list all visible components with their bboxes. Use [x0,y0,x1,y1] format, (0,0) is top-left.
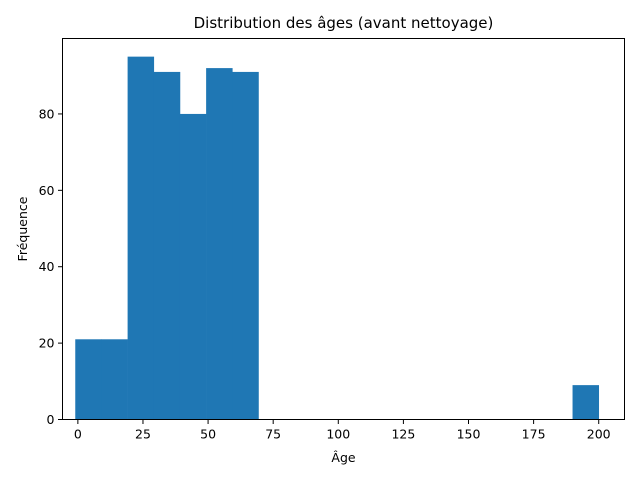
y-tick-label: 0 [47,412,55,427]
histogram-bar-5 [206,68,233,420]
x-axis-label: Âge [331,450,355,465]
y-tick-label: 40 [39,259,55,274]
x-tick-label: 125 [391,427,415,442]
y-tick-label: 60 [39,183,55,198]
histogram-bars [75,56,600,420]
x-tick-label: 200 [587,427,611,442]
histogram-bar-4 [179,113,207,420]
x-tick-label: 175 [522,427,546,442]
histogram-bar-6 [232,71,259,420]
chart-title: Distribution des âges (avant nettoyage) [194,14,494,32]
y-tick-label: 80 [39,106,55,121]
histogram-bar-3 [153,71,181,420]
histogram-bar-2 [127,56,155,420]
histogram-bar-0 [75,339,102,420]
x-tick-label: 100 [326,427,350,442]
plot-frame [62,38,625,420]
y-tick-label: 20 [39,336,55,351]
histogram-bar-19 [572,385,600,420]
x-axis-ticks: 0 25 50 75 100 125 150 175 200 [74,419,611,442]
y-axis-label: Fréquence [15,196,30,261]
y-axis-ticks: 0 20 40 60 80 [39,106,63,427]
x-tick-label: 50 [200,427,216,442]
x-tick-label: 150 [457,427,481,442]
x-tick-label: 75 [265,427,281,442]
x-tick-label: 25 [135,427,151,442]
histogram-bar-1 [101,339,128,420]
x-tick-label: 0 [74,427,82,442]
